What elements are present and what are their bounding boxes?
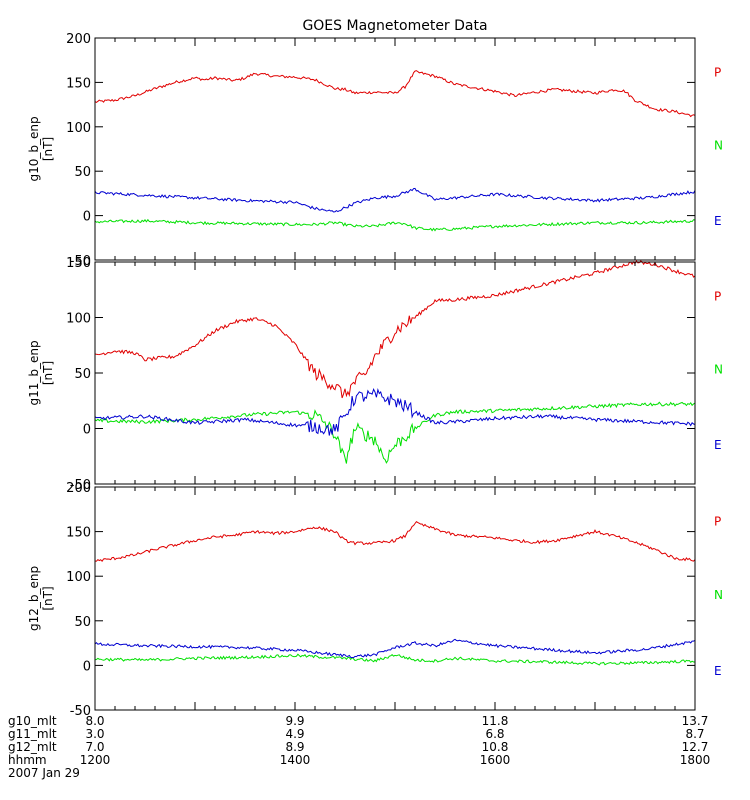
panel-1-ytick-label: 100 [66,121,91,136]
panel-1-ytick-label: 200 [66,32,91,47]
panel-1: -50 0 50 100 150 200 g10_b_enp [nT] P N E [27,32,723,269]
panel-3-ytick-label: -50 [70,704,91,719]
bottom-row-value: 4.9 [285,727,304,741]
panel-1-legend-P: P [714,65,721,79]
panel-1-legend-N: N [714,139,723,153]
panel-1-series-P [94,70,696,118]
panel-1-legend-E: E [714,214,722,228]
bottom-row-value: 13.7 [682,714,709,728]
panel-3-ytick-label: 200 [66,481,91,496]
bottom-row-value: 1400 [280,753,311,767]
bottom-row-value: 3.0 [85,727,104,741]
panel-2-legend-P: P [714,289,721,303]
panel-3-legend-P: P [714,514,721,528]
panel-1-ytick-label: 150 [66,76,91,91]
bottom-row-value: 8.0 [85,714,104,728]
bottom-row-value: 1800 [680,753,711,767]
panel-2-legend-E: E [714,438,722,452]
panel-3: -50 0 50 100 150 200 g12_b_enp [nT] P N E [27,481,723,719]
panel-2-ytick-label: 150 [66,256,91,271]
bottom-axis-table: g10_mlt 8.0 9.9 11.8 13.7 g11_mlt 3.0 4.9 6.8 8.7… [8,714,710,780]
bottom-row-value: 12.7 [682,740,709,754]
panel-2-series-P [94,259,696,399]
bottom-row-label: hhmm [8,753,47,767]
bottom-row-label: g12_mlt [8,740,57,754]
panel-2-ylabel-unit: [nT] [41,361,55,385]
panel-2-legend-N: N [714,363,723,377]
bottom-row-label: g11_mlt [8,727,57,741]
panel-2-ytick-label: 100 [66,312,91,327]
bottom-row-value: 8.9 [285,740,304,754]
bottom-row-value: 8.7 [685,727,704,741]
panel-1-ytick-label: -50 [70,254,91,269]
bottom-row-value: 1200 [80,753,111,767]
bottom-row-value: 7.0 [85,740,104,754]
panel-3-ytick-label: 100 [66,570,91,585]
panel-3-series-P [94,521,696,562]
panel-1-ylabel-unit: [nT] [41,137,55,161]
panel-2-ytick-label: 0 [83,423,91,438]
panel-3-series-N [94,653,695,666]
bottom-row-value: 10.8 [482,740,509,754]
panel-3-ytick-label: 0 [83,659,91,674]
panel-3-ytick-label: 150 [66,526,91,541]
bottom-row-value: 1600 [480,753,511,767]
date-label: 2007 Jan 29 [8,766,80,780]
bottom-row-value: 9.9 [285,714,304,728]
panel-2: -50 0 50 100 150 g11_b_enp [nT] P N E [27,256,723,493]
panel-3-ylabel: g12_b_enp [27,566,41,631]
bottom-row-label: g10_mlt [8,714,57,728]
panel-1-ytick-label: 0 [83,210,91,225]
bottom-row-value: 11.8 [482,714,509,728]
panel-2-series-E [94,387,696,436]
panel-3-ytick-label: 50 [74,615,91,630]
panel-1-series-E [94,187,696,213]
chart-title: GOES Magnetometer Data [302,18,487,34]
panel-3-legend-E: E [714,664,722,678]
bottom-row-value: 6.8 [485,727,504,741]
panel-2-ytick-label: -50 [70,478,91,493]
panel-2-ytick-label: 50 [74,367,91,382]
panel-2-frame [94,261,696,485]
panel-1-ytick-label: 50 [74,165,91,180]
panel-1-ylabel: g10_b_enp [27,116,41,181]
panel-3-frame [94,486,696,711]
panel-3-legend-N: N [714,588,723,602]
panel-3-series-E [94,638,696,659]
panel-2-series-N [94,401,696,464]
panel-3-ylabel-unit: [nT] [41,586,55,610]
panel-2-ylabel: g11_b_enp [27,340,41,405]
panel-1-series-N [94,218,696,232]
panel-1-frame [94,37,696,261]
